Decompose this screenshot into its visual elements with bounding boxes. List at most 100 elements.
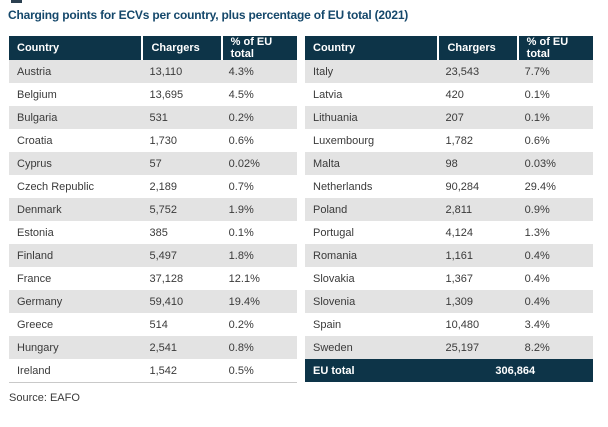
percent-cell: 0.4% bbox=[524, 272, 550, 285]
percent-cell: 12.1% bbox=[228, 272, 260, 285]
chargers-cell: 90,284 bbox=[445, 180, 480, 193]
chargers-cell: 5,752 bbox=[149, 203, 177, 216]
country-cell: Italy bbox=[313, 65, 334, 78]
column-header-percent: % of EU total bbox=[516, 36, 593, 60]
table-row: Greece 514 0.2% bbox=[9, 313, 297, 336]
percent-cell: 4.3% bbox=[228, 65, 254, 78]
chargers-cell: 1,367 bbox=[445, 272, 473, 285]
left-table-body: Austria 13,110 4.3% Belgium 13,695 4.5% Bulgar… bbox=[9, 60, 297, 383]
table-row: Finland 5,497 1.8% bbox=[9, 244, 297, 267]
table-row: France 37,128 12.1% bbox=[9, 267, 297, 290]
table-row: Croatia 1,730 0.6% bbox=[9, 129, 297, 152]
country-cell: Hungary bbox=[17, 341, 59, 354]
chargers-cell: 23,543 bbox=[445, 65, 480, 78]
chargers-cell: 514 bbox=[149, 318, 168, 331]
percent-cell: 0.8% bbox=[228, 341, 254, 354]
table-row: Ireland 1,542 0.5% bbox=[9, 359, 297, 382]
table-row: Malta 98 0.03% bbox=[305, 152, 593, 175]
table-row: Germany 59,410 19.4% bbox=[9, 290, 297, 313]
percent-cell: 1.3% bbox=[524, 226, 550, 239]
right-table: Country Chargers % of EU total Italy 23,5… bbox=[305, 36, 593, 383]
percent-cell: 0.4% bbox=[524, 295, 550, 308]
table-row: Denmark 5,752 1.9% bbox=[9, 198, 297, 221]
chargers-cell: 2,811 bbox=[445, 203, 473, 216]
left-table: Country Chargers % of EU total Austria 13… bbox=[9, 36, 297, 383]
chargers-cell: 207 bbox=[445, 111, 464, 124]
country-cell: Finland bbox=[17, 249, 54, 262]
country-cell: Denmark bbox=[17, 203, 62, 216]
country-cell: Spain bbox=[313, 318, 342, 331]
chargers-cell: 2,189 bbox=[149, 180, 177, 193]
tables-container: Country Chargers % of EU total Austria 13… bbox=[9, 36, 593, 383]
table-row: Slovenia 1,309 0.4% bbox=[305, 290, 593, 313]
column-header-country: Country bbox=[313, 42, 356, 54]
country-cell: Poland bbox=[313, 203, 348, 216]
chargers-cell: 1,542 bbox=[149, 364, 177, 377]
percent-cell: 0.02% bbox=[228, 157, 260, 170]
chart-title: Charging points for ECVs per country, pl… bbox=[8, 8, 409, 22]
country-cell: Slovakia bbox=[313, 272, 355, 285]
chargers-cell: 13,695 bbox=[149, 88, 184, 101]
table-row: Spain 10,480 3.4% bbox=[305, 313, 593, 336]
country-cell: Bulgaria bbox=[17, 111, 58, 124]
chargers-cell: 2,541 bbox=[149, 341, 177, 354]
country-cell: Ireland bbox=[17, 364, 51, 377]
percent-cell: 29.4% bbox=[524, 180, 556, 193]
table-row: Czech Republic 2,189 0.7% bbox=[9, 175, 297, 198]
table-row: Belgium 13,695 4.5% bbox=[9, 83, 297, 106]
chargers-cell: 420 bbox=[445, 88, 464, 101]
percent-cell: 7.7% bbox=[524, 65, 550, 78]
chargers-cell: 57 bbox=[149, 157, 162, 170]
column-header-chargers: Chargers bbox=[141, 36, 220, 60]
crop-artifact bbox=[11, 0, 22, 3]
percent-cell: 8.2% bbox=[524, 341, 550, 354]
country-cell: Croatia bbox=[17, 134, 53, 147]
chargers-cell: 59,410 bbox=[149, 295, 184, 308]
table-row: Cyprus 57 0.02% bbox=[9, 152, 297, 175]
chargers-cell: 4,124 bbox=[445, 226, 473, 239]
percent-cell: 0.5% bbox=[228, 364, 254, 377]
country-cell: Latvia bbox=[313, 88, 343, 101]
country-cell: Belgium bbox=[17, 88, 57, 101]
percent-cell: 4.5% bbox=[228, 88, 254, 101]
country-cell: Cyprus bbox=[17, 157, 52, 170]
right-table-body: Italy 23,543 7.7% Latvia 420 0.1% Lithuania 207… bbox=[305, 60, 593, 359]
table-row: Austria 13,110 4.3% bbox=[9, 60, 297, 83]
table-row: Hungary 2,541 0.8% bbox=[9, 336, 297, 359]
percent-cell: 0.03% bbox=[524, 157, 556, 170]
country-cell: Slovenia bbox=[313, 295, 356, 308]
country-cell: Greece bbox=[17, 318, 54, 331]
table-row: Bulgaria 531 0.2% bbox=[9, 106, 297, 129]
percent-cell: 0.6% bbox=[228, 134, 254, 147]
percent-cell: 3.4% bbox=[524, 318, 550, 331]
right-table-header: Country Chargers % of EU total bbox=[305, 36, 593, 60]
chargers-cell: 1,309 bbox=[445, 295, 473, 308]
country-cell: Austria bbox=[17, 65, 52, 78]
country-cell: Romania bbox=[313, 249, 358, 262]
chargers-cell: 10,480 bbox=[445, 318, 480, 331]
percent-cell: 0.1% bbox=[524, 88, 550, 101]
chargers-cell: 385 bbox=[149, 226, 168, 239]
table-row: Sweden 25,197 8.2% bbox=[305, 336, 593, 359]
chargers-cell: 531 bbox=[149, 111, 168, 124]
eu-total-chargers: 306,864 bbox=[495, 364, 536, 377]
chargers-cell: 37,128 bbox=[149, 272, 184, 285]
chargers-cell: 25,197 bbox=[445, 341, 480, 354]
table-row: Netherlands 90,284 29.4% bbox=[305, 175, 593, 198]
table-row: Portugal 4,124 1.3% bbox=[305, 221, 593, 244]
table-row: Romania 1,161 0.4% bbox=[305, 244, 593, 267]
percent-cell: 0.1% bbox=[228, 226, 254, 239]
chargers-cell: 1,161 bbox=[445, 249, 473, 262]
chargers-cell: 1,782 bbox=[445, 134, 473, 147]
table-row: Estonia 385 0.1% bbox=[9, 221, 297, 244]
percent-cell: 1.9% bbox=[228, 203, 254, 216]
table-row: Luxembourg 1,782 0.6% bbox=[305, 129, 593, 152]
country-cell: Malta bbox=[313, 157, 340, 170]
chargers-cell: 13,110 bbox=[149, 65, 183, 78]
chargers-cell: 5,497 bbox=[149, 249, 177, 262]
column-header-percent: % of EU total bbox=[220, 36, 297, 60]
table-row: Latvia 420 0.1% bbox=[305, 83, 593, 106]
eu-total-label: EU total bbox=[313, 364, 355, 377]
percent-cell: 0.1% bbox=[524, 111, 550, 124]
percent-cell: 0.2% bbox=[228, 111, 254, 124]
